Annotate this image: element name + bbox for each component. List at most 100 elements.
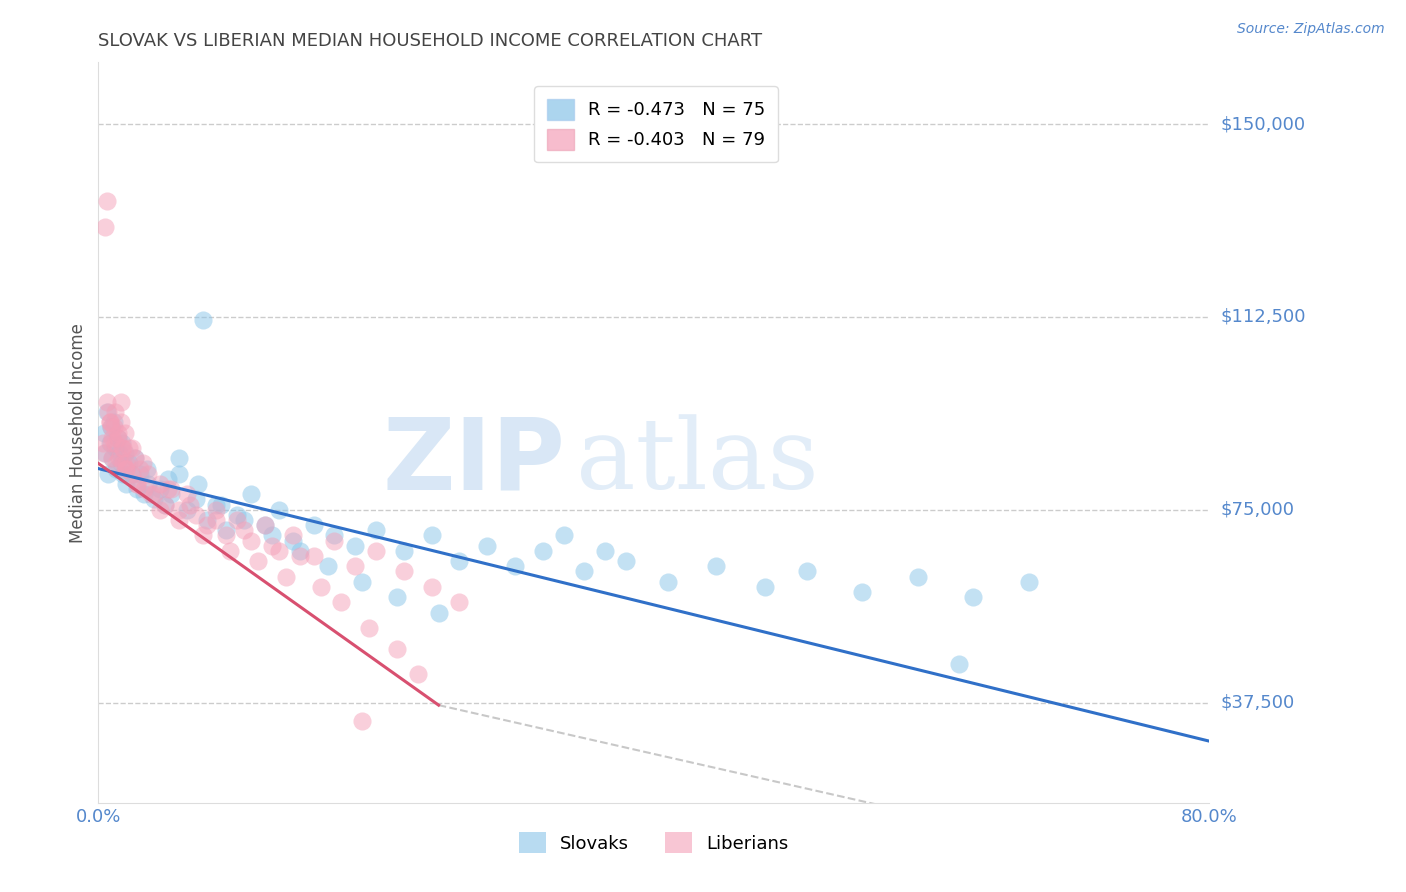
Point — [907, 569, 929, 583]
Point — [233, 524, 256, 538]
Point — [219, 544, 242, 558]
Point — [167, 451, 190, 466]
Point — [104, 405, 127, 419]
Point — [366, 544, 388, 558]
Point — [344, 559, 367, 574]
Point — [118, 457, 141, 471]
Point — [267, 544, 290, 558]
Text: $75,000: $75,000 — [1220, 500, 1295, 519]
Point — [205, 498, 228, 512]
Point — [159, 482, 181, 496]
Point — [184, 508, 207, 522]
Point — [112, 441, 135, 455]
Point — [143, 487, 166, 501]
Point — [103, 415, 125, 429]
Point — [93, 425, 115, 440]
Point — [132, 457, 155, 471]
Point — [288, 544, 311, 558]
Point — [288, 549, 311, 563]
Point — [101, 431, 124, 445]
Point — [392, 544, 415, 558]
Point — [184, 492, 207, 507]
Text: $112,500: $112,500 — [1220, 308, 1306, 326]
Point — [754, 580, 776, 594]
Point — [1018, 574, 1040, 589]
Point — [127, 477, 149, 491]
Point — [281, 533, 304, 548]
Point — [176, 502, 198, 516]
Point — [98, 415, 121, 429]
Point — [143, 492, 166, 507]
Point — [91, 436, 114, 450]
Point — [420, 580, 443, 594]
Point — [104, 441, 127, 455]
Point — [138, 477, 160, 491]
Point — [209, 498, 232, 512]
Point — [385, 590, 408, 604]
Point — [156, 472, 179, 486]
Point — [101, 451, 124, 466]
Point — [385, 641, 408, 656]
Point — [281, 528, 304, 542]
Point — [406, 667, 429, 681]
Point — [226, 508, 249, 522]
Point — [796, 565, 818, 579]
Point — [593, 544, 616, 558]
Point — [100, 420, 122, 434]
Point — [179, 498, 201, 512]
Point — [107, 431, 129, 445]
Point — [111, 436, 134, 450]
Point — [124, 451, 146, 466]
Point — [475, 539, 499, 553]
Text: atlas: atlas — [576, 415, 818, 510]
Point — [330, 595, 353, 609]
Point — [121, 441, 143, 455]
Point — [94, 219, 117, 234]
Point — [148, 502, 170, 516]
Point — [449, 554, 471, 568]
Point — [138, 467, 160, 481]
Point — [108, 446, 131, 460]
Point — [112, 467, 135, 481]
Point — [302, 518, 325, 533]
Point — [267, 502, 290, 516]
Point — [195, 518, 218, 533]
Point — [366, 524, 388, 538]
Point — [129, 467, 152, 481]
Point — [98, 415, 121, 429]
Point — [105, 461, 128, 475]
Point — [127, 482, 149, 496]
Point — [323, 533, 346, 548]
Point — [167, 513, 190, 527]
Point — [392, 565, 415, 579]
Point — [96, 194, 118, 209]
Point — [153, 498, 176, 512]
Point — [115, 461, 138, 475]
Point — [302, 549, 325, 563]
Point — [205, 513, 228, 527]
Point — [100, 420, 122, 434]
Point — [948, 657, 970, 671]
Point — [352, 574, 374, 589]
Point — [344, 539, 367, 553]
Point — [134, 487, 156, 501]
Point — [105, 457, 128, 471]
Point — [153, 498, 176, 512]
Y-axis label: Median Household Income: Median Household Income — [69, 323, 87, 542]
Point — [187, 477, 209, 491]
Text: $37,500: $37,500 — [1220, 694, 1295, 712]
Point — [98, 436, 121, 450]
Point — [115, 461, 138, 475]
Point — [167, 502, 190, 516]
Point — [156, 482, 179, 496]
Point — [97, 405, 120, 419]
Point — [215, 528, 238, 542]
Point — [124, 451, 146, 466]
Point — [614, 554, 637, 568]
Point — [240, 533, 263, 548]
Point — [96, 405, 118, 419]
Text: Source: ZipAtlas.com: Source: ZipAtlas.com — [1237, 22, 1385, 37]
Point — [167, 467, 190, 481]
Point — [233, 513, 256, 527]
Legend: Slovaks, Liberians: Slovaks, Liberians — [512, 825, 796, 861]
